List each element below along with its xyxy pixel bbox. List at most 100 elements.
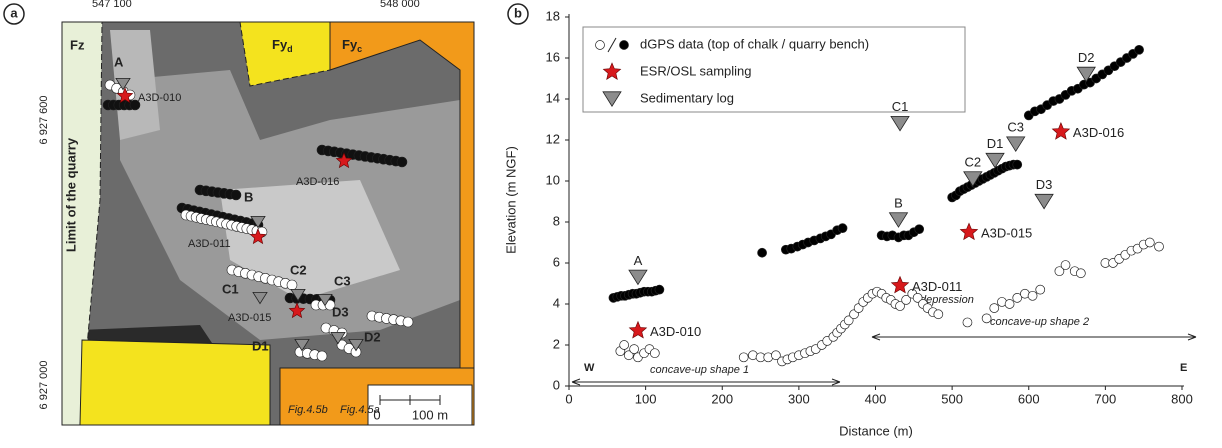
zone-label-sub: c: [357, 44, 362, 54]
log-label: B: [894, 195, 903, 210]
map-point: [402, 316, 414, 328]
map-sample-label: A3D-016: [296, 176, 339, 188]
sample-label: A3D-011: [912, 279, 962, 294]
x-tick-label: 600: [1018, 391, 1040, 406]
sample-marker: [1051, 122, 1071, 140]
coord-label: 547 100: [92, 0, 132, 10]
quarry-floor: [110, 30, 160, 140]
coord-label: 6 927 600: [38, 96, 50, 145]
data-point: [912, 293, 923, 303]
zone-yellow-bottom: [79, 339, 271, 426]
data-point: [619, 340, 630, 350]
map-sample-label: A3D-015: [228, 312, 271, 324]
zone-fz: [61, 21, 103, 426]
map-sample-symbol: [335, 152, 353, 169]
map-log-symbol: [317, 294, 333, 307]
data-point: [649, 348, 660, 359]
scale-label: 0: [373, 407, 380, 422]
map-sample-symbol: [249, 228, 267, 245]
map-sample-label: A3D-011: [188, 238, 231, 250]
zone-label: Fy: [342, 37, 358, 52]
map-point: [316, 350, 328, 362]
sample-marker: [602, 62, 622, 80]
data-point: [837, 223, 848, 233]
data-point: [1035, 284, 1046, 295]
zone-label: Fyd: [272, 37, 293, 54]
data-point: [1004, 299, 1015, 309]
log-marker: [985, 152, 1005, 169]
data-point: [989, 303, 1000, 313]
map-log-symbol: [252, 292, 268, 305]
y-tick-label: 12: [546, 131, 560, 146]
zone-label-sub: d: [287, 44, 293, 54]
map-log-symbol: [250, 216, 266, 229]
annotation: concave-up shape 2: [990, 316, 1089, 328]
legend-label: Sedimentary log: [640, 90, 734, 105]
log-marker: [628, 269, 648, 286]
data-point: [757, 247, 767, 258]
data-point: [1054, 266, 1065, 277]
panel-badge: [3, 3, 25, 25]
x-tick-label: 300: [788, 391, 810, 406]
panel-label: a: [10, 5, 18, 20]
data-point: [981, 313, 992, 324]
shape-arrow: [571, 378, 841, 386]
data-point: [843, 315, 854, 326]
map-log-label: C2: [290, 262, 307, 277]
log-marker: [888, 212, 909, 228]
log-marker: [1005, 136, 1026, 153]
data-point: [738, 352, 749, 363]
log-label: C2: [965, 154, 982, 169]
coord-label: 6 927 000: [38, 361, 50, 410]
x-tick-label: 0: [565, 391, 572, 406]
panel-label: b: [514, 5, 522, 20]
legend-box: [582, 26, 966, 113]
map-log-label: A: [114, 54, 124, 69]
data-point: [629, 344, 639, 354]
map-log-symbol: [348, 339, 364, 352]
data-point: [895, 301, 905, 311]
data-point: [619, 40, 629, 50]
x-tick-label: 200: [711, 391, 733, 406]
zone-label: Fyc: [342, 37, 362, 54]
map-log-symbol: [294, 339, 310, 352]
sample-marker: [890, 275, 910, 294]
data-point: [914, 224, 925, 235]
data-point: [962, 317, 973, 328]
x-tick-label: 500: [941, 391, 963, 406]
map-log-label: C1: [222, 281, 239, 296]
sample-label: A3D-016: [1073, 125, 1124, 140]
log-label: C3: [1007, 120, 1024, 135]
zone-label: Fz: [70, 37, 85, 52]
annotation: E: [1180, 362, 1187, 374]
map-sample-label: A3D-010: [138, 92, 181, 104]
data-point: [1076, 268, 1086, 279]
log-marker: [1076, 66, 1096, 83]
data-point: [1012, 159, 1023, 170]
y-tick-label: 6: [553, 254, 560, 269]
data-point: [933, 309, 944, 320]
map-sample-symbol: [288, 302, 306, 319]
log-marker: [1034, 193, 1054, 210]
legend-slash: [607, 37, 617, 53]
annotation: W: [584, 362, 595, 374]
map-log-label: B: [244, 189, 253, 204]
sample-marker: [628, 320, 648, 339]
zone-label: Fy: [272, 37, 288, 52]
scale-label: 100 m: [412, 407, 448, 422]
annotation: depression: [920, 294, 974, 306]
log-marker: [890, 116, 910, 132]
data-point: [623, 350, 634, 361]
data-point: [1134, 44, 1144, 55]
map-frame: [61, 21, 475, 426]
sample-marker: [959, 222, 979, 241]
map-log-symbol: [115, 78, 131, 91]
y-tick-label: 18: [546, 8, 560, 23]
data-point: [1060, 260, 1071, 270]
legend-label: ESR/OSL sampling: [640, 63, 752, 78]
log-marker: [602, 91, 622, 107]
log-marker: [963, 171, 983, 187]
annotation: concave-up shape 1: [650, 364, 749, 376]
y-axis-label: Elevation (m NGF): [503, 146, 518, 254]
